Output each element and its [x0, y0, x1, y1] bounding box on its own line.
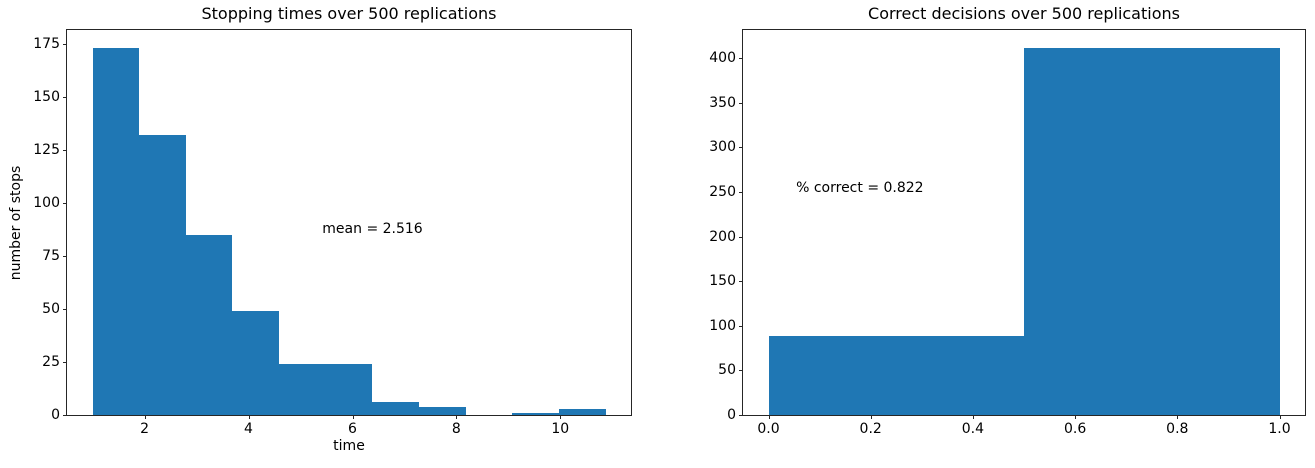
x-tick-label: 0.6 — [1063, 421, 1087, 437]
y-tick-mark — [739, 325, 743, 327]
y-tick-mark — [739, 192, 743, 193]
y-tick-label: 75 — [42, 248, 60, 264]
y-tick-label: 50 — [718, 362, 736, 379]
y-tick-label: 100 — [709, 317, 736, 334]
correct-decisions-subplot: Correct decisions over 500 replications … — [709, 4, 1306, 437]
x-tick-label: 1.0 — [1268, 421, 1291, 437]
x-tick-mark — [456, 415, 458, 419]
x-tick-mark — [870, 415, 872, 419]
histogram-bar — [512, 412, 559, 415]
y-tick-label: 50 — [42, 301, 60, 317]
y-tick-mark — [63, 415, 67, 416]
y-tick-label: 400 — [709, 50, 736, 67]
histogram-bar — [185, 234, 233, 415]
y-tick-mark — [63, 256, 67, 257]
x-tick-mark — [768, 415, 770, 419]
histogram-bar — [279, 364, 326, 415]
stopping-times-x-axis-label: time — [333, 438, 365, 454]
histogram-bar — [326, 364, 373, 415]
y-tick-mark — [63, 362, 67, 363]
y-tick-label: 350 — [709, 94, 736, 111]
y-tick-label: 125 — [33, 142, 60, 159]
y-tick-mark — [739, 58, 743, 60]
x-tick-label: 4 — [244, 421, 253, 437]
x-tick-label: 0.8 — [1166, 421, 1189, 437]
y-tick-mark — [63, 97, 67, 99]
y-tick-mark — [63, 150, 67, 152]
x-tick-label: 8 — [451, 421, 461, 437]
histogram-bar — [92, 48, 140, 415]
histogram-bar — [1024, 48, 1280, 415]
x-tick-mark — [1177, 415, 1179, 419]
y-tick-label: 300 — [709, 139, 736, 156]
y-tick-label: 100 — [33, 195, 60, 212]
y-tick-label: 175 — [33, 36, 60, 53]
correct-decisions-title: Correct decisions over 500 replications — [868, 4, 1180, 23]
stopping-times-subplot: Stopping times over 500 replications num… — [8, 4, 632, 454]
stopping-times-title: Stopping times over 500 replications — [201, 4, 497, 23]
x-tick-label: 10 — [551, 421, 570, 437]
x-tick-label: 0.2 — [859, 421, 882, 437]
y-tick-mark — [739, 147, 743, 149]
x-tick-mark — [1279, 415, 1281, 419]
y-tick-mark — [739, 370, 743, 372]
x-tick-mark — [352, 415, 354, 419]
stopping-times-y-axis-label: number of stops — [8, 165, 24, 280]
x-tick-label: 0.4 — [961, 421, 985, 437]
histogram-bar — [372, 402, 419, 415]
percent-correct-annotation: % correct = 0.822 — [796, 179, 924, 196]
x-tick-label: 2 — [140, 421, 150, 437]
y-tick-label: 200 — [709, 228, 736, 245]
histogram-bar — [139, 135, 186, 415]
x-tick-mark — [972, 415, 974, 419]
y-tick-mark — [739, 102, 743, 104]
x-tick-mark — [560, 415, 562, 419]
y-tick-label: 0 — [51, 407, 60, 423]
x-tick-label: 0.0 — [757, 421, 780, 437]
x-tick-mark — [248, 415, 250, 419]
histogram-bar — [232, 311, 280, 415]
y-tick-mark — [63, 44, 67, 46]
x-tick-mark — [1075, 415, 1077, 419]
x-tick-mark — [144, 415, 146, 419]
histogram-bar — [558, 408, 606, 415]
y-tick-label: 150 — [33, 89, 60, 106]
histogram-bar — [419, 406, 466, 415]
y-tick-label: 0 — [727, 407, 736, 423]
mean-annotation: mean = 2.516 — [322, 220, 423, 237]
y-tick-label: 150 — [709, 273, 736, 290]
y-tick-label: 25 — [42, 354, 60, 370]
x-tick-label: 6 — [348, 421, 357, 437]
y-tick-mark — [63, 203, 67, 205]
y-tick-label: 250 — [709, 184, 736, 200]
correct-decisions-x-axis-label — [743, 438, 1305, 456]
histogram-bar — [768, 335, 1024, 415]
y-tick-mark — [739, 281, 743, 283]
y-tick-mark — [63, 309, 67, 310]
y-tick-mark — [739, 236, 743, 238]
y-tick-mark — [739, 415, 743, 416]
